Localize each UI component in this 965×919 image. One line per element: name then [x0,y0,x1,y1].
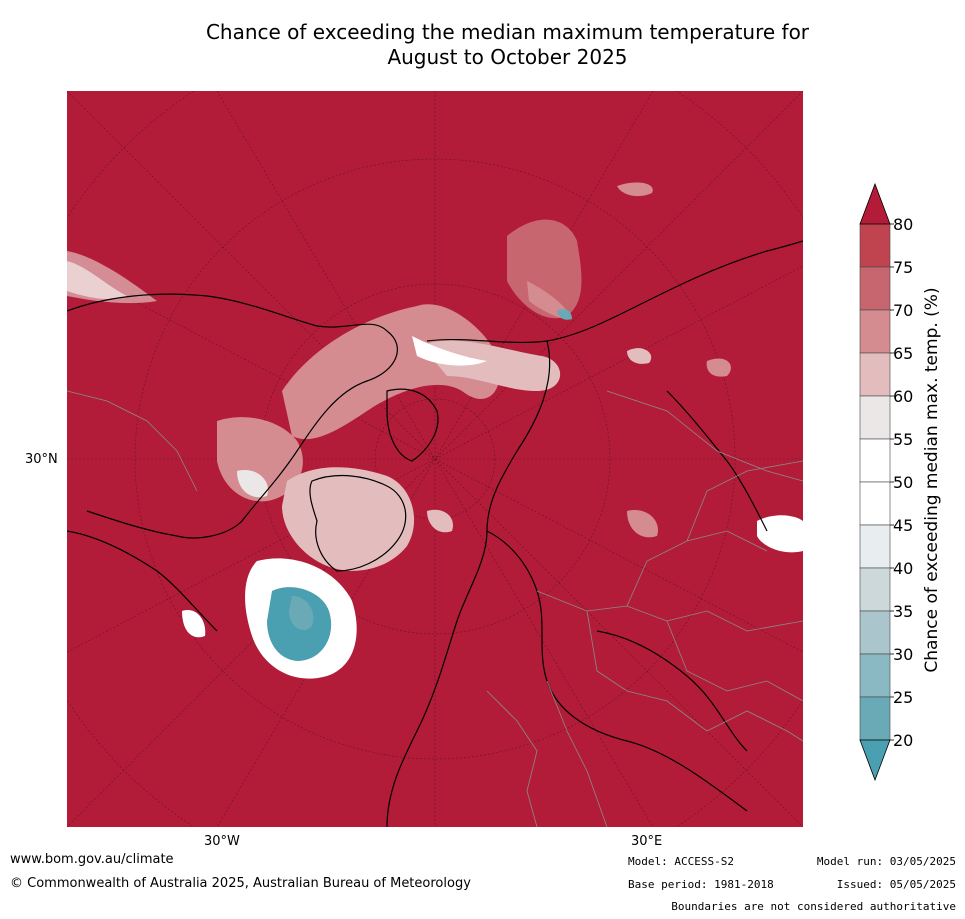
title-line-1: Chance of exceeding the median maximum t… [205,20,810,44]
disclaimer-text: Boundaries are not considered authoritat… [671,900,956,913]
colorbar-band-30-35 [859,610,891,655]
colorbar-band-25-30 [859,653,891,698]
colorbar-band-20-25 [859,696,891,741]
colorbar-tick-label: 20 [893,731,913,750]
colorbar-tick-label: 45 [893,516,913,535]
graticule [67,91,803,827]
colorbar-tick-label: 35 [893,602,913,621]
copyright-text: © Commonwealth of Australia 2025, Austra… [10,876,471,891]
model-text: Model: ACCESS-S2 [628,855,734,868]
probability-zones [67,182,803,679]
website-text: www.bom.gov.au/climate [10,852,174,867]
colorbar-tick-label: 55 [893,430,913,449]
colorbar-tick-label: 80 [893,215,913,234]
colorbar-band-60-65 [859,352,891,397]
colorbar-band-75-80 [859,223,891,268]
colorbar-band-50-55 [859,438,891,483]
issued-text: Issued: 05/05/2025 [836,878,956,891]
colorbar-band-35-40 [859,567,891,612]
probability-map [67,91,803,827]
country-boundaries [67,390,803,827]
colorbar-tick-label: 40 [893,559,913,578]
chart-title: Chance of exceeding the median maximum t… [100,20,915,70]
lon-label-30e: 30°E [631,834,663,849]
colorbar-band-65-70 [859,309,891,354]
colorbar-tick-label: 50 [893,473,913,492]
lon-label-30w: 30°W [204,834,240,849]
colorbar-band-45-50 [859,481,891,526]
title-line-2: August to October 2025 [387,45,628,69]
colorbar-bottom-arrow [859,739,891,782]
colorbar-tick-label: 75 [893,258,913,277]
base-period-text: Base period: 1981-2018 [628,878,774,891]
colorbar-tick-label: 70 [893,301,913,320]
lat-label-30n: 30°N [25,452,58,467]
colorbar-band-70-75 [859,266,891,311]
colorbar-tick-label: 25 [893,688,913,707]
colorbar-band-40-45 [859,524,891,569]
colorbar-label: Chance of exceeding median max. temp. (%… [922,287,942,673]
colorbar-tick-label: 30 [893,645,913,664]
colorbar-top-arrow [859,182,891,225]
model-run-text: Model run: 03/05/2025 [816,855,956,868]
colorbar-band-55-60 [859,395,891,440]
colorbar: 80 75 70 65 60 55 50 45 40 35 30 25 20 [859,182,913,782]
colorbar-tick-label: 65 [893,344,913,363]
colorbar-tick-label: 60 [893,387,913,406]
